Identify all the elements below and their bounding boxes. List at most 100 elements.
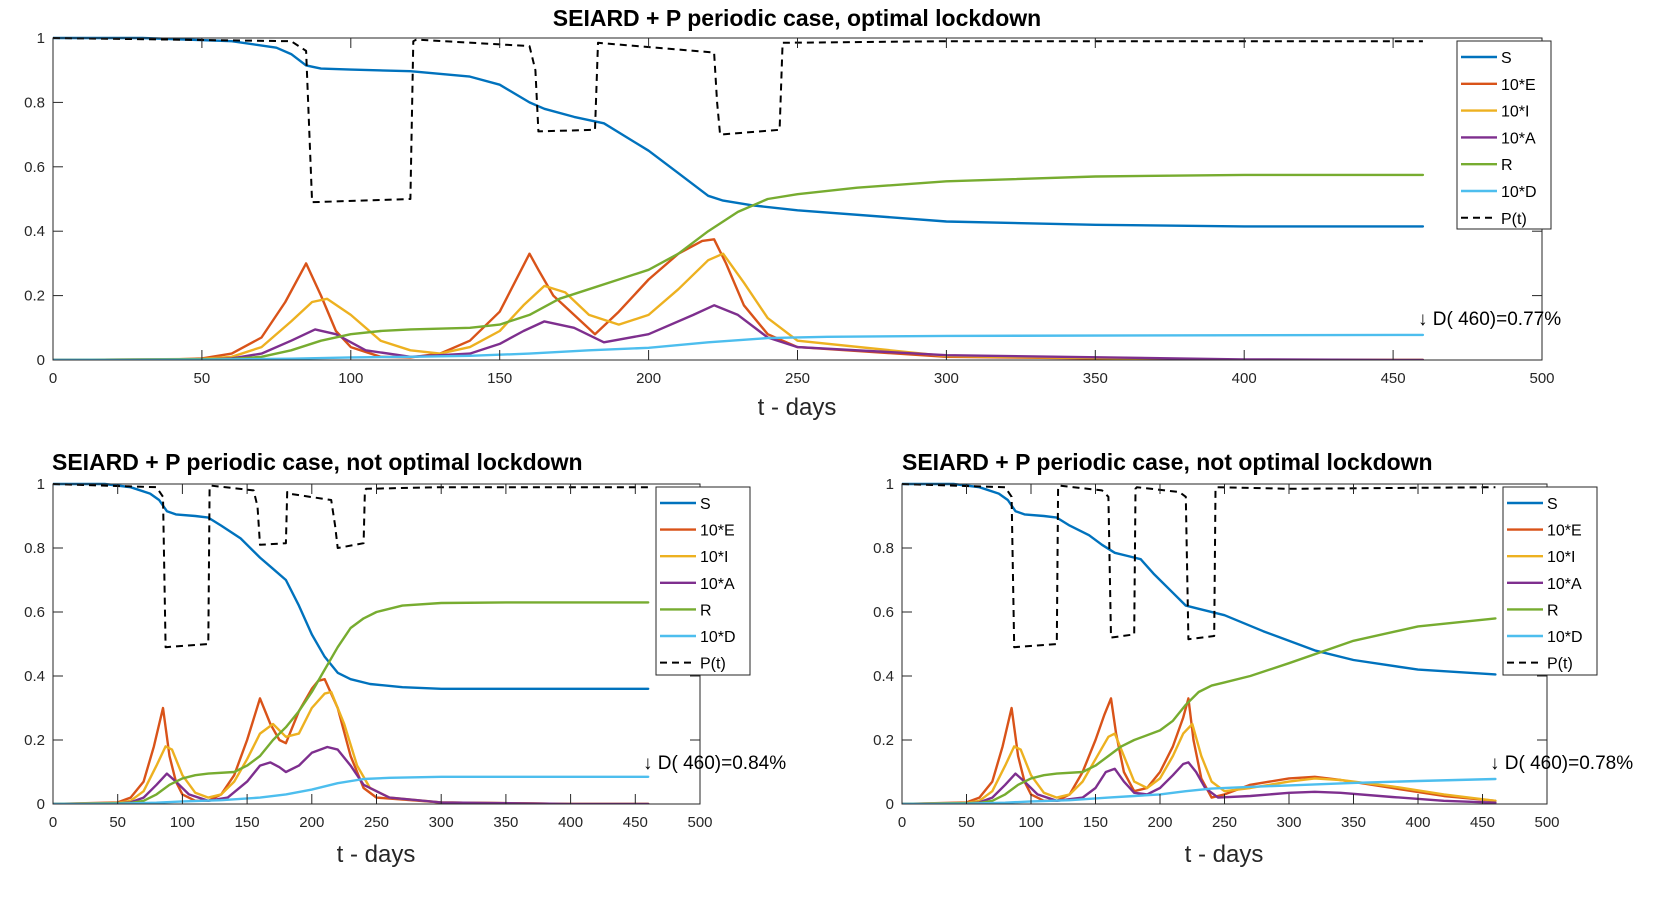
x-tick-label: 350: [493, 814, 518, 831]
series-line-D: [53, 333, 1425, 360]
chart-title: SEIARD + P periodic case, not optimal lo…: [902, 449, 1433, 475]
y-tick-label: 0.2: [24, 288, 45, 305]
x-tick-label: 200: [636, 370, 661, 387]
y-tick-label: 0.8: [873, 540, 894, 557]
legend-label: 10*E: [1501, 77, 1536, 94]
legend-label: P(t): [700, 656, 726, 673]
legend-label: R: [1501, 157, 1513, 174]
x-tick-label: 450: [1381, 370, 1406, 387]
plot-area: [902, 484, 1547, 804]
legend-label: 10*A: [1547, 576, 1582, 593]
x-tick-label: 350: [1083, 370, 1108, 387]
legend-label: 10*D: [700, 629, 736, 646]
legend-label: 10*A: [1501, 130, 1536, 147]
x-axis-label: t - days: [1185, 841, 1264, 868]
legend-label: S: [700, 496, 711, 513]
series-line-I: [53, 252, 1425, 360]
death-annotation: ↓ D( 460)=0.77%: [1418, 309, 1561, 330]
y-tick-label: 0.6: [24, 604, 45, 621]
x-tick-label: 300: [429, 814, 454, 831]
legend-label: 10*E: [700, 523, 735, 540]
legend-label: 10*E: [1547, 523, 1582, 540]
legend-label: R: [1547, 602, 1559, 619]
y-tick-label: 0.2: [873, 732, 894, 749]
x-tick-label: 250: [785, 370, 810, 387]
legend-label: P(t): [1547, 656, 1573, 673]
y-tick-label: 0.4: [24, 668, 45, 685]
x-tick-label: 100: [338, 370, 363, 387]
y-tick-label: 0: [37, 796, 45, 813]
x-tick-label: 50: [194, 370, 211, 387]
y-tick-label: 1: [37, 30, 45, 47]
y-tick-label: 0.6: [24, 159, 45, 176]
series-line-R: [53, 173, 1425, 360]
chart-not-optimal-lockdown-right: SEIARD + P periodic case, not optimal lo…: [873, 449, 1633, 868]
x-tick-label: 300: [934, 370, 959, 387]
x-tick-label: 200: [299, 814, 324, 831]
legend-label: 10*D: [1547, 629, 1583, 646]
legend-label: 10*I: [1501, 104, 1529, 121]
x-tick-label: 100: [170, 814, 195, 831]
x-tick-label: 0: [49, 814, 57, 831]
legend: S 10*E 10*I 10*A R 10*D P(t): [1456, 40, 1552, 230]
legend-label: 10*I: [1547, 549, 1575, 566]
chart-title: SEIARD + P periodic case, optimal lockdo…: [553, 5, 1041, 31]
series-line-S: [53, 36, 1425, 228]
y-tick-label: 0: [886, 796, 894, 813]
x-axis-label: t - days: [337, 841, 416, 868]
series-line-E: [53, 238, 1425, 360]
series-line-A: [53, 745, 650, 804]
x-tick-label: 0: [898, 814, 906, 831]
chart-title: SEIARD + P periodic case, not optimal lo…: [52, 449, 583, 475]
legend-label: 10*A: [700, 576, 735, 593]
x-tick-label: 300: [1276, 814, 1301, 831]
series-line-R: [53, 601, 650, 804]
x-tick-label: 450: [623, 814, 648, 831]
legend-label: R: [700, 602, 712, 619]
y-tick-label: 0.8: [24, 94, 45, 111]
series-line-S: [53, 482, 650, 690]
legend: S 10*E 10*I 10*A R 10*D P(t): [1502, 486, 1598, 676]
x-tick-label: 450: [1470, 814, 1495, 831]
x-tick-label: 500: [687, 814, 712, 831]
x-tick-label: 50: [958, 814, 975, 831]
y-tick-label: 0.2: [24, 732, 45, 749]
legend-box: [1502, 486, 1598, 676]
series-line-P: [53, 37, 1423, 204]
y-tick-label: 0.4: [24, 223, 45, 240]
series-group: [53, 36, 1425, 360]
x-tick-label: 500: [1529, 370, 1554, 387]
legend-box: [655, 486, 751, 676]
chart-optimal-lockdown: SEIARD + P periodic case, optimal lockdo…: [24, 5, 1561, 421]
x-tick-label: 350: [1341, 814, 1366, 831]
series-line-A: [902, 761, 1497, 804]
legend-label: 10*I: [700, 549, 728, 566]
x-tick-label: 150: [235, 814, 260, 831]
y-tick-label: 1: [886, 476, 894, 493]
legend-box: [1456, 40, 1552, 230]
x-tick-label: 150: [487, 370, 512, 387]
plot-area: [53, 38, 1542, 360]
x-tick-label: 100: [1018, 814, 1043, 831]
series-line-I: [53, 690, 650, 804]
series-group: [902, 482, 1497, 804]
legend-label: S: [1547, 496, 1558, 513]
y-tick-label: 0: [37, 352, 45, 369]
y-tick-label: 1: [37, 476, 45, 493]
x-tick-label: 250: [364, 814, 389, 831]
legend-label: P(t): [1501, 211, 1527, 228]
y-tick-label: 0.8: [24, 540, 45, 557]
series-line-I: [902, 722, 1497, 804]
x-tick-label: 250: [1212, 814, 1237, 831]
series-line-R: [902, 617, 1497, 804]
legend-label: S: [1501, 50, 1512, 67]
chart-not-optimal-lockdown-left: SEIARD + P periodic case, not optimal lo…: [24, 449, 786, 868]
y-tick-label: 0.6: [873, 604, 894, 621]
death-annotation: ↓ D( 460)=0.84%: [643, 753, 786, 774]
x-tick-label: 400: [558, 814, 583, 831]
plot-area: [53, 484, 700, 804]
y-tick-label: 0.4: [873, 668, 894, 685]
x-tick-label: 50: [109, 814, 126, 831]
x-tick-label: 0: [49, 370, 57, 387]
